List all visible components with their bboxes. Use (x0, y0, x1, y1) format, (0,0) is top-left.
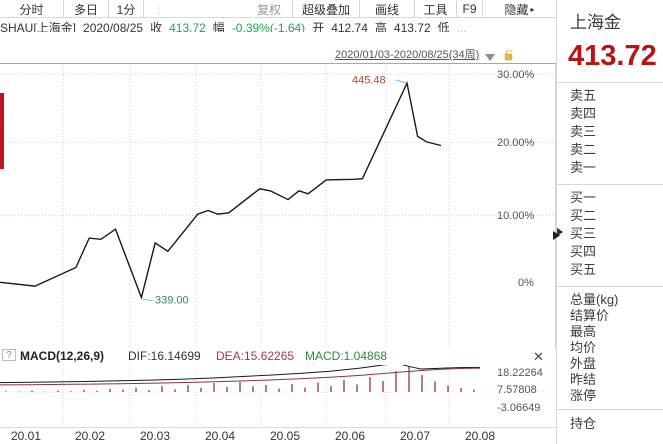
svg-text:445.48: 445.48 (352, 75, 386, 87)
svg-text:0%: 0% (518, 277, 534, 289)
svg-text:339.00: 339.00 (155, 295, 189, 307)
svg-text:-3.06649: -3.06649 (497, 402, 540, 414)
svg-text:10.00%: 10.00% (497, 210, 535, 222)
svg-text:30.00%: 30.00% (497, 69, 535, 81)
svg-text:18.22264: 18.22264 (497, 367, 543, 379)
svg-text:20.00%: 20.00% (497, 137, 535, 149)
svg-text:7.57808: 7.57808 (497, 384, 537, 396)
